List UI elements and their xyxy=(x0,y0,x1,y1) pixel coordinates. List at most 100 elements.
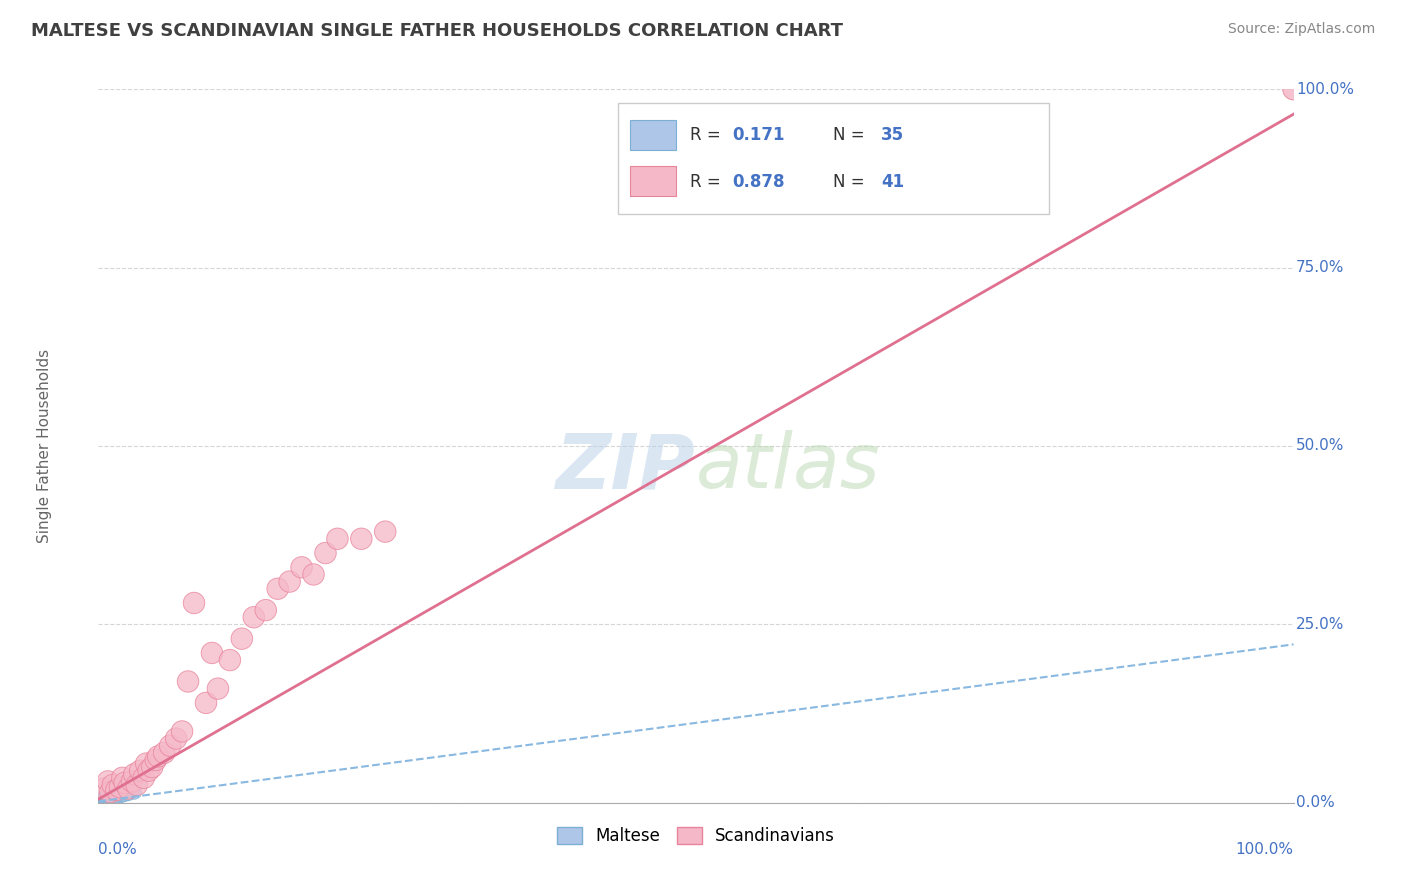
Ellipse shape xyxy=(124,764,145,785)
FancyBboxPatch shape xyxy=(630,120,676,150)
Text: Source: ZipAtlas.com: Source: ZipAtlas.com xyxy=(1227,22,1375,37)
Ellipse shape xyxy=(153,742,174,764)
Ellipse shape xyxy=(172,721,193,742)
Ellipse shape xyxy=(207,678,229,699)
Ellipse shape xyxy=(278,571,301,592)
Ellipse shape xyxy=(115,788,129,802)
Ellipse shape xyxy=(100,781,121,803)
Ellipse shape xyxy=(350,528,373,549)
Ellipse shape xyxy=(374,521,396,542)
Text: 75.0%: 75.0% xyxy=(1296,260,1344,275)
Ellipse shape xyxy=(127,785,142,799)
Ellipse shape xyxy=(118,787,132,801)
Ellipse shape xyxy=(104,792,118,806)
Ellipse shape xyxy=(93,794,107,808)
Ellipse shape xyxy=(103,793,117,807)
Ellipse shape xyxy=(118,778,139,799)
Ellipse shape xyxy=(100,791,114,805)
Ellipse shape xyxy=(254,599,277,621)
Ellipse shape xyxy=(96,794,111,808)
Ellipse shape xyxy=(231,628,253,649)
Text: 50.0%: 50.0% xyxy=(1296,439,1344,453)
Ellipse shape xyxy=(97,794,111,808)
Ellipse shape xyxy=(97,793,111,807)
Ellipse shape xyxy=(103,790,118,805)
Ellipse shape xyxy=(243,607,264,628)
Ellipse shape xyxy=(159,735,181,756)
Ellipse shape xyxy=(121,787,135,801)
Text: R =: R = xyxy=(690,173,725,191)
Ellipse shape xyxy=(97,791,111,805)
FancyBboxPatch shape xyxy=(630,166,676,196)
Text: Single Father Households: Single Father Households xyxy=(37,349,52,543)
Text: ZIP: ZIP xyxy=(557,431,696,504)
Ellipse shape xyxy=(121,771,142,792)
Ellipse shape xyxy=(98,794,112,808)
Ellipse shape xyxy=(145,749,166,771)
Ellipse shape xyxy=(142,756,163,778)
Ellipse shape xyxy=(291,557,312,578)
Ellipse shape xyxy=(219,649,240,671)
Text: R =: R = xyxy=(690,126,725,144)
Text: 0.878: 0.878 xyxy=(733,173,785,191)
Ellipse shape xyxy=(94,794,110,808)
Ellipse shape xyxy=(101,794,115,808)
Ellipse shape xyxy=(98,792,112,806)
Text: 100.0%: 100.0% xyxy=(1296,82,1354,96)
Ellipse shape xyxy=(94,794,108,808)
Ellipse shape xyxy=(326,528,349,549)
Ellipse shape xyxy=(129,760,150,781)
Ellipse shape xyxy=(94,778,115,799)
Legend: Maltese, Scandinavians: Maltese, Scandinavians xyxy=(550,820,842,852)
Ellipse shape xyxy=(103,794,118,808)
Ellipse shape xyxy=(302,564,325,585)
Text: N =: N = xyxy=(834,173,870,191)
Ellipse shape xyxy=(96,795,111,809)
Ellipse shape xyxy=(195,692,217,714)
Ellipse shape xyxy=(127,774,148,796)
FancyBboxPatch shape xyxy=(619,103,1049,214)
Text: 0.171: 0.171 xyxy=(733,126,785,144)
Ellipse shape xyxy=(267,578,288,599)
Text: 41: 41 xyxy=(882,173,904,191)
Ellipse shape xyxy=(94,793,108,807)
Ellipse shape xyxy=(135,753,157,774)
Ellipse shape xyxy=(93,795,107,809)
Ellipse shape xyxy=(138,760,159,781)
Ellipse shape xyxy=(166,728,187,749)
Ellipse shape xyxy=(105,780,127,801)
Ellipse shape xyxy=(107,790,121,805)
Ellipse shape xyxy=(108,790,122,805)
Ellipse shape xyxy=(201,642,222,664)
Ellipse shape xyxy=(134,767,155,789)
Ellipse shape xyxy=(94,795,108,809)
Ellipse shape xyxy=(94,794,110,808)
Ellipse shape xyxy=(110,790,124,805)
Ellipse shape xyxy=(1282,78,1305,100)
Ellipse shape xyxy=(97,771,118,792)
Ellipse shape xyxy=(94,792,110,806)
Ellipse shape xyxy=(148,746,169,767)
Ellipse shape xyxy=(315,542,336,564)
Ellipse shape xyxy=(111,767,134,789)
Ellipse shape xyxy=(177,671,198,692)
Text: atlas: atlas xyxy=(696,431,880,504)
Text: 35: 35 xyxy=(882,126,904,144)
Text: 100.0%: 100.0% xyxy=(1236,842,1294,857)
Ellipse shape xyxy=(105,791,120,805)
Text: 0.0%: 0.0% xyxy=(98,842,138,857)
Text: 0.0%: 0.0% xyxy=(1296,796,1334,810)
Ellipse shape xyxy=(114,772,135,794)
Ellipse shape xyxy=(96,792,111,806)
Ellipse shape xyxy=(100,793,114,807)
Text: N =: N = xyxy=(834,126,870,144)
Ellipse shape xyxy=(183,592,205,614)
Ellipse shape xyxy=(101,792,115,806)
Text: MALTESE VS SCANDINAVIAN SINGLE FATHER HOUSEHOLDS CORRELATION CHART: MALTESE VS SCANDINAVIAN SINGLE FATHER HO… xyxy=(31,22,844,40)
Ellipse shape xyxy=(111,789,125,804)
Ellipse shape xyxy=(103,791,117,805)
Text: 25.0%: 25.0% xyxy=(1296,617,1344,632)
Ellipse shape xyxy=(112,789,127,803)
Ellipse shape xyxy=(110,776,131,797)
Ellipse shape xyxy=(103,774,124,796)
